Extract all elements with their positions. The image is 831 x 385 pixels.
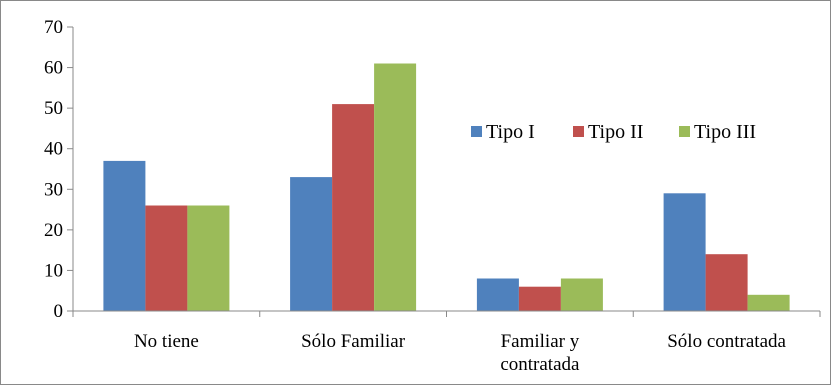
bar-1-2 [290, 177, 333, 311]
category-label: Sólo Familiar [301, 331, 406, 352]
category-label: Familiar y [501, 331, 580, 352]
bar-1-4 [663, 193, 706, 311]
y-tick-label: 40 [44, 139, 63, 160]
bar-2-4 [705, 254, 748, 311]
bars-group [103, 63, 790, 311]
category-label: Sólo contratada [667, 331, 786, 352]
y-tick-label: 60 [44, 58, 63, 79]
axes-group: 0 10 20 30 40 50 60 70 No tiene Sólo Familiar Fami… [44, 17, 821, 375]
bar-3-1 [187, 205, 230, 311]
bar-3-3 [560, 278, 603, 311]
legend-label: Tipo I [486, 121, 535, 143]
bar-3-4 [747, 294, 790, 311]
legend-swatch-2 [573, 126, 584, 137]
y-tick-label: 10 [44, 260, 63, 281]
bar-1-1 [103, 160, 146, 311]
legend-swatch-3 [679, 126, 690, 137]
legend-swatch-1 [471, 126, 482, 137]
y-tick-label: 50 [44, 98, 63, 119]
bar-3-2 [374, 63, 417, 311]
bar-2-3 [518, 286, 561, 311]
legend-label: Tipo II [588, 121, 643, 143]
y-tick-label: 0 [54, 301, 64, 322]
bar-2-2 [332, 104, 375, 311]
category-label: contratada [500, 354, 580, 375]
legend: Tipo I Tipo II Tipo III [471, 121, 756, 143]
legend-label: Tipo III [694, 121, 756, 143]
y-tick-label: 30 [44, 179, 63, 200]
bar-2-1 [145, 205, 188, 311]
category-label: No tiene [134, 331, 199, 352]
bar-1-3 [476, 278, 519, 311]
y-tick-label: 70 [44, 17, 63, 38]
y-tick-label: 20 [44, 220, 63, 241]
